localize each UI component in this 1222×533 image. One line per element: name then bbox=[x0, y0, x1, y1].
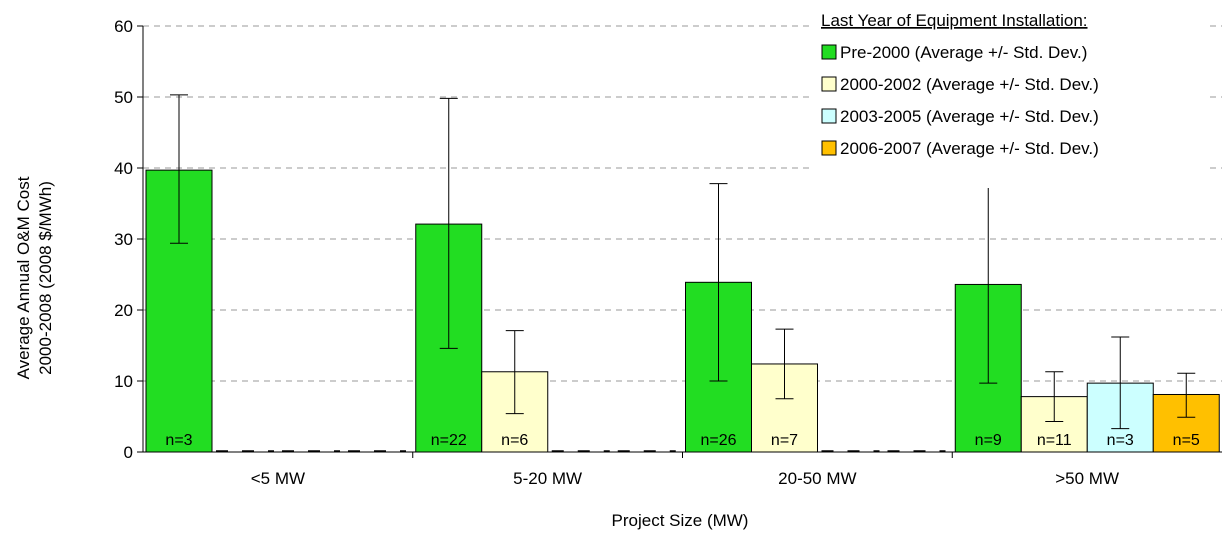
n-label-s1-c3: n=11 bbox=[1037, 432, 1072, 449]
x-tick-label-1: 5-20 MW bbox=[513, 469, 582, 488]
legend-swatch-0 bbox=[821, 44, 837, 60]
n-label-s3-c3: n=5 bbox=[1173, 432, 1200, 449]
legend-label-1: 2000-2002 (Average +/- Std. Dev.) bbox=[840, 75, 1099, 94]
n-label-s1-c1: n=6 bbox=[501, 432, 528, 449]
y-tick-label-3: 30 bbox=[114, 230, 133, 249]
y-axis-title-line-2: 2000-2008 (2008 $/MWh) bbox=[36, 181, 55, 375]
legend-swatch-2 bbox=[821, 108, 837, 124]
n-label-s1-c2: n=7 bbox=[771, 432, 798, 449]
n-label-s0-c3: n=9 bbox=[975, 432, 1002, 449]
legend-background bbox=[812, 2, 1210, 188]
bars bbox=[145, 169, 1220, 453]
n-labels: n=3 n=22 n=26 n=9 n=6 n=7 n=11 n=3 n=5 bbox=[165, 432, 1199, 449]
legend-title: Last Year of Equipment Installation: bbox=[821, 11, 1088, 30]
legend-label-0: Pre-2000 (Average +/- Std. Dev.) bbox=[840, 43, 1087, 62]
legend-swatch-1 bbox=[821, 76, 837, 92]
x-axis-title: Project Size (MW) bbox=[612, 511, 749, 530]
legend-swatch-3 bbox=[821, 140, 837, 156]
n-label-s0-c1: n=22 bbox=[431, 432, 467, 449]
y-tick-label-6: 60 bbox=[114, 17, 133, 36]
y-tick-label-2: 20 bbox=[114, 301, 133, 320]
y-tick-label-5: 50 bbox=[114, 88, 133, 107]
legend: Last Year of Equipment Installation: Pre… bbox=[812, 2, 1210, 188]
gridlines bbox=[143, 25, 1222, 382]
x-tick-label-2: 20-50 MW bbox=[778, 469, 856, 488]
legend-label-3: 2006-2007 (Average +/- Std. Dev.) bbox=[840, 139, 1099, 158]
n-label-s0-c2: n=26 bbox=[700, 432, 736, 449]
error-bars bbox=[170, 94, 1196, 430]
y-tick-label-1: 10 bbox=[114, 372, 133, 391]
x-tick-label-3: >50 MW bbox=[1055, 469, 1119, 488]
n-label-s0-c0: n=3 bbox=[165, 432, 192, 449]
axes: 0 10 20 30 40 50 60 <5 MW 5-20 MW 20-50 MW >50 MW bbox=[114, 17, 1222, 488]
legend-label-2: 2003-2005 (Average +/- Std. Dev.) bbox=[840, 107, 1099, 126]
y-axis-title: Average Annual O&M Cost 2000-2008 (2008 … bbox=[14, 176, 55, 379]
x-tick-label-0: <5 MW bbox=[251, 469, 305, 488]
y-axis-title-line-1: Average Annual O&M Cost bbox=[14, 176, 33, 379]
y-tick-label-4: 40 bbox=[114, 159, 133, 178]
n-label-s2-c3: n=3 bbox=[1107, 432, 1134, 449]
y-tick-label-0: 0 bbox=[124, 443, 133, 462]
